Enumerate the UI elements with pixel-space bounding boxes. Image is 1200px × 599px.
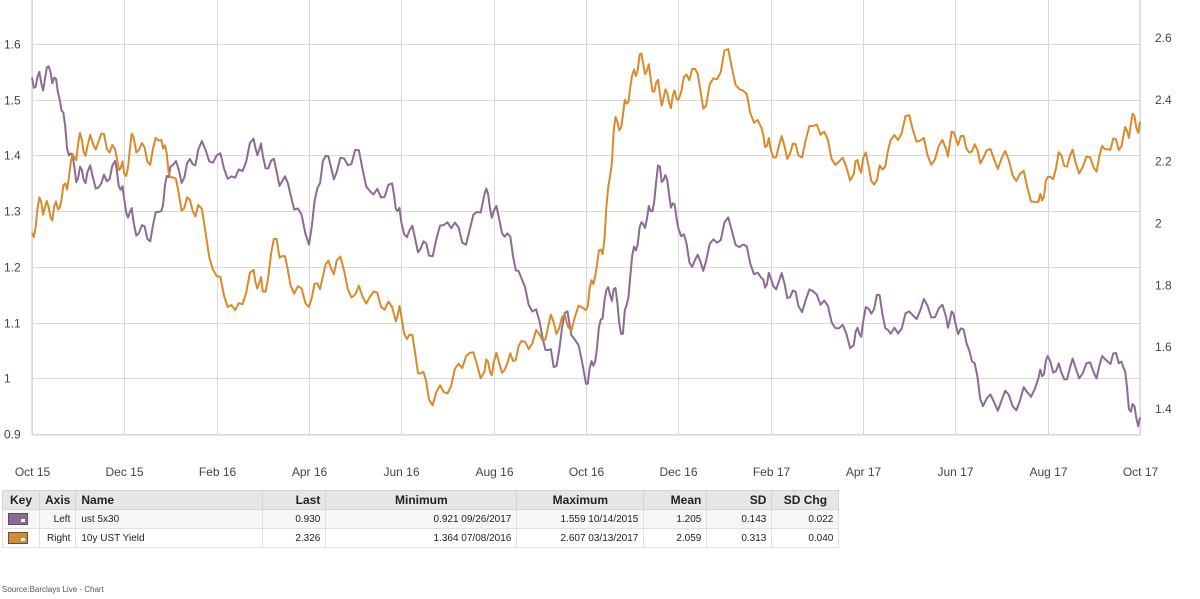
x-tick-label: Oct 16 (569, 465, 605, 479)
x-tick-label: Dec 15 (105, 465, 143, 479)
legend-mean: 2.059 (643, 528, 708, 548)
left-tick-label: 1 (4, 372, 11, 386)
x-tick-label: Oct 17 (1123, 465, 1159, 479)
header-maximum: Maximum (516, 490, 645, 510)
left-tick-label: 1.6 (4, 38, 21, 52)
x-tick-label: Feb 17 (753, 465, 791, 479)
right-tick-label: 1.4 (1155, 402, 1172, 416)
legend-last: 2.326 (262, 528, 327, 548)
left-tick-label: 1.4 (4, 149, 21, 163)
series-line-10y-ust-yield (31, 48, 1141, 407)
series-lines (31, 48, 1141, 428)
legend-key-cell (2, 509, 40, 529)
x-tick-label: Oct 15 (15, 465, 51, 479)
legend-axis: Left (38, 509, 77, 529)
right-tick-label: 1.6 (1155, 340, 1172, 354)
legend-maximum: 2.607 03/13/2017 (516, 528, 645, 548)
header-sd-chg: SD Chg (771, 490, 840, 510)
legend-sd-chg: 0.040 (771, 528, 840, 548)
legend-header-row: Key Axis Name Last Minimum Maximum Mean … (2, 490, 840, 510)
legend-minimum: 0.921 09/26/2017 (325, 509, 518, 529)
right-tick-label: 1.8 (1155, 278, 1172, 292)
legend-mean: 1.205 (643, 509, 708, 529)
left-tick-label: 1.5 (4, 94, 21, 108)
right-tick-label: 2 (1155, 217, 1162, 231)
legend-key-cell (2, 528, 40, 548)
x-tick-label: Aug 16 (475, 465, 513, 479)
legend-sd: 0.143 (706, 509, 773, 529)
left-tick-label: 0.9 (4, 428, 21, 442)
legend-name: 10y UST Yield (75, 528, 264, 548)
x-tick-label: Apr 17 (846, 465, 882, 479)
series-line-ust-5x30 (31, 65, 1141, 428)
header-minimum: Minimum (325, 490, 518, 510)
right-axis: 1.4 1.6 1.8 2 2.2 2.4 2.6 (1155, 31, 1172, 416)
right-tick-label: 2.2 (1155, 155, 1172, 169)
left-axis: 0.9 1 1.1 1.2 1.3 1.4 1.5 1.6 (4, 38, 21, 442)
series-color-swatch (8, 513, 28, 525)
left-tick-label: 1.1 (4, 317, 21, 331)
x-axis: Oct 15 Dec 15 Feb 16 Apr 16 Jun 16 Aug 16 Oct … (15, 465, 1159, 479)
legend-axis: Right (38, 528, 77, 548)
legend-last: 0.930 (262, 509, 327, 529)
left-tick-label: 1.3 (4, 205, 21, 219)
legend-name: ust 5x30 (75, 509, 264, 529)
x-tick-label: Dec 16 (659, 465, 697, 479)
header-key: Key (2, 490, 40, 510)
x-tick-label: Feb 16 (199, 465, 237, 479)
x-tick-label: Apr 16 (292, 465, 328, 479)
source-footer: Source:Barclays Live - Chart (2, 585, 104, 594)
x-tick-label: Jun 16 (383, 465, 419, 479)
legend-sd-chg: 0.022 (771, 509, 840, 529)
x-tick-label: Jun 17 (937, 465, 973, 479)
left-tick-label: 1.2 (4, 261, 21, 275)
right-tick-label: 2.4 (1155, 93, 1172, 107)
legend-row-ust-5x30[interactable]: Left ust 5x30 0.930 0.921 09/26/2017 1.5… (2, 509, 840, 529)
header-sd: SD (706, 490, 773, 510)
legend-sd: 0.313 (706, 528, 773, 548)
x-tick-label: Aug 17 (1029, 465, 1067, 479)
header-name: Name (75, 490, 264, 510)
line-chart: 0.9 1 1.1 1.2 1.3 1.4 1.5 1.6 1.4 1.6 1.8 2 2.2 2.4 2… (4, 0, 1172, 479)
legend-row-10y-ust-yield[interactable]: Right 10y UST Yield 2.326 1.364 07/08/20… (2, 528, 840, 548)
header-axis: Axis (38, 490, 77, 510)
right-tick-label: 2.6 (1155, 31, 1172, 45)
legend-maximum: 1.559 10/14/2015 (516, 509, 645, 529)
header-mean: Mean (643, 490, 708, 510)
legend-minimum: 1.364 07/08/2016 (325, 528, 518, 548)
series-color-swatch (8, 532, 28, 544)
chart-grid (31, 0, 1141, 436)
header-last: Last (262, 490, 327, 510)
legend-table: Key Axis Name Last Minimum Maximum Mean … (2, 490, 840, 548)
